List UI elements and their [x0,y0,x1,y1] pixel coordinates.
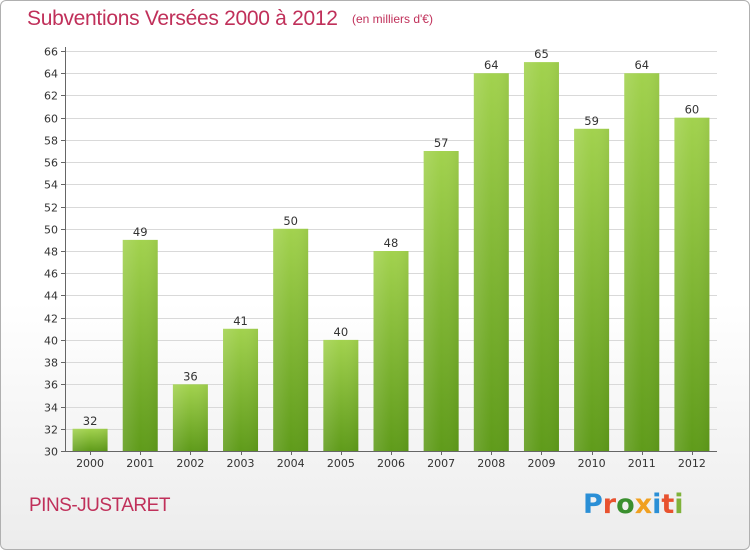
proxiti-logo: Proxiti [583,489,684,520]
bar-value-label: 36 [183,369,198,383]
y-tick-label: 56 [44,157,58,170]
bar-value-label: 64 [484,58,499,72]
bar-value-label: 57 [434,136,449,150]
x-tick-label: 2009 [527,457,555,470]
bar-value-label: 48 [384,236,399,250]
bar-value-label: 60 [685,103,700,117]
x-tick-label: 2002 [176,457,204,470]
bar-value-label: 41 [233,314,248,328]
y-tick-label: 58 [44,135,58,148]
x-tick-label: 2011 [628,457,656,470]
y-tick-label: 66 [44,46,58,59]
chart-title: Subventions Versées 2000 à 2012 [27,7,338,30]
chart-subtitle: (en milliers d'€) [352,12,433,26]
bar-shine [473,73,509,451]
y-tick-label: 42 [44,313,58,326]
bar-shine [323,339,359,451]
y-tick-label: 30 [44,446,58,459]
y-tick-label: 40 [44,335,58,348]
commune-name: PINS-JUSTARET [29,495,170,516]
y-tick-label: 44 [44,290,58,303]
y-tick-label: 54 [44,179,58,192]
x-tick-label: 2003 [227,457,255,470]
logo-letter: r [602,489,617,520]
logo-letter: o [616,489,635,520]
bar-value-label: 50 [283,214,298,228]
bar-shine [674,117,710,452]
bar-shine [523,62,559,451]
y-tick-label: 34 [44,402,58,415]
x-tick-label: 2008 [477,457,505,470]
bars: 32 49 36 41 50 40 48 57 64 65 59 64 60 [72,47,710,452]
logo-letter: P [583,489,603,520]
bar-shine [223,328,259,451]
bar-value-label: 65 [534,47,549,61]
logo-letter: x [634,489,653,520]
bar-shine [122,239,158,451]
bar-value-label: 32 [83,414,98,428]
bar-shine [172,384,208,451]
bar-shine [624,73,660,451]
y-tick-label: 50 [44,224,58,237]
x-tick-label: 2007 [427,457,455,470]
x-tick-label: 2006 [377,457,405,470]
y-tick-label: 38 [44,357,58,370]
y-tick-label: 62 [44,90,58,103]
bar-shine [72,428,108,451]
y-tick-label: 48 [44,246,58,259]
bar-value-label: 64 [634,58,649,72]
x-tick-label: 2012 [678,457,706,470]
y-tick-label: 46 [44,268,58,281]
x-tick-label: 2005 [327,457,355,470]
bar-shine [273,228,309,451]
y-tick-label: 52 [44,202,58,215]
axes: 30 32 34 36 38 40 42 44 46 48 50 52 54 56 58 60 62 64 66 20… [44,46,717,470]
bar-shine [373,251,409,451]
bar-chart: 32 49 36 41 50 40 48 57 64 65 59 64 60 30 32 34 36 38 40 4… [44,46,717,470]
x-tick-label: 2001 [126,457,154,470]
y-tick-label: 60 [44,113,58,126]
bar-shine [574,128,610,451]
x-tick-label: 2004 [277,457,305,470]
x-tick-label: 2000 [76,457,104,470]
bar-value-label: 59 [584,114,599,128]
x-tick-label: 2010 [578,457,606,470]
bar-value-label: 40 [334,325,349,339]
logo-letter: i [674,489,684,520]
y-tick-label: 36 [44,379,58,392]
y-tick-label: 64 [44,68,58,81]
y-tick-label: 32 [44,424,58,437]
logo-letter: t [661,489,675,520]
logo-letter: i [652,489,662,520]
bar-shine [423,151,459,451]
bar-value-label: 49 [133,225,148,239]
